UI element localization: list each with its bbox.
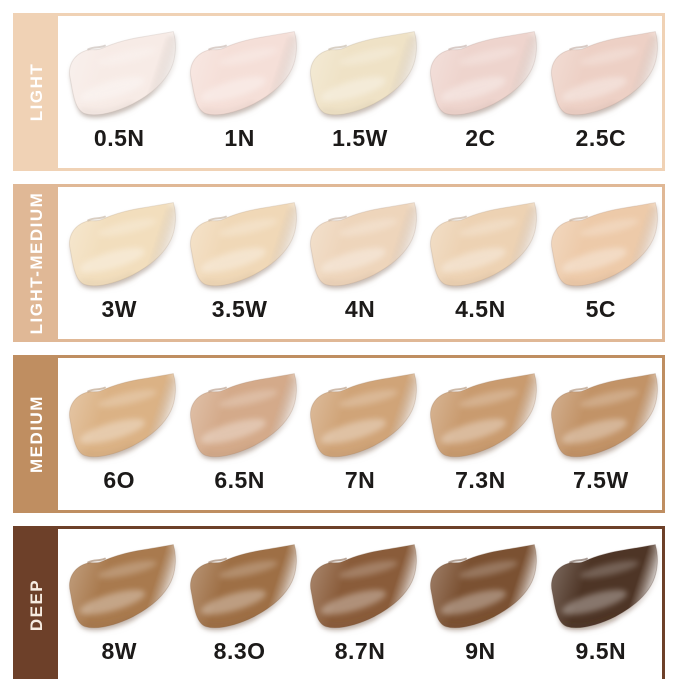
swatch-smear: [550, 202, 658, 287]
shade-cell: 3.5W: [179, 187, 299, 339]
swatch-smear: [69, 373, 177, 458]
shade-row-deep: DEEP 8W 8.3O 8.7N 9N 9.5N: [13, 526, 665, 679]
category-sidebar: DEEP: [16, 529, 58, 679]
category-sidebar: LIGHT-MEDIUM: [16, 187, 58, 339]
category-sidebar: MEDIUM: [16, 358, 58, 510]
shade-cell: 2.5C: [541, 16, 661, 168]
shade-cell: 5C: [541, 187, 661, 339]
shade-cell: 4.5N: [420, 187, 540, 339]
shade-cell: 1N: [179, 16, 299, 168]
shade-row-light: LIGHT 0.5N 1N 1.5W 2C 2.5C: [13, 13, 665, 171]
swatch-smear: [69, 31, 177, 116]
shade-label: 2.5C: [575, 125, 627, 151]
shade-label: 7N: [344, 467, 376, 493]
category-sidebar: LIGHT: [16, 16, 58, 168]
shade-cell: 7.5W: [541, 358, 661, 510]
shade-cell: 3W: [59, 187, 179, 339]
swatch-smear: [550, 544, 658, 629]
swatch-smear: [69, 202, 177, 287]
shade-label: 3.5W: [211, 296, 268, 322]
shade-cell: 8W: [59, 529, 179, 679]
shade-cell: 1.5W: [300, 16, 420, 168]
shade-cell: 8.3O: [179, 529, 299, 679]
swatch-area: 8W 8.3O 8.7N 9N 9.5N: [58, 529, 662, 679]
shade-cell: 6O: [59, 358, 179, 510]
swatch-smear: [189, 544, 297, 629]
shade-label: 5C: [585, 296, 617, 322]
swatch-smear: [310, 373, 417, 458]
swatch-area: 3W 3.5W 4N 4.5N 5C: [58, 187, 662, 339]
shade-label: 1N: [224, 125, 255, 151]
shade-label: 4.5N: [455, 296, 506, 322]
shade-cell: 7N: [300, 358, 420, 510]
shade-label: 4N: [344, 296, 376, 322]
swatch-smear: [189, 373, 297, 458]
swatch-smear: [310, 544, 417, 629]
category-label: MEDIUM: [27, 395, 46, 473]
shade-label: 6.5N: [214, 467, 265, 493]
shade-label: 8.7N: [334, 638, 386, 664]
category-label: DEEP: [27, 578, 46, 632]
shade-label: 7.5W: [572, 467, 629, 493]
shade-label: 3W: [101, 296, 137, 322]
swatch-area: 6O 6.5N 7N 7.3N 7.5W: [58, 358, 662, 510]
shade-label: 7.3N: [455, 467, 506, 493]
shade-cell: 2C: [420, 16, 540, 168]
shade-row-medium: MEDIUM 6O 6.5N 7N 7.3N 7.5W: [13, 355, 665, 513]
shade-cell: 0.5N: [59, 16, 179, 168]
shade-row-light-medium: LIGHT-MEDIUM 3W 3.5W 4N 4.5N 5C: [13, 184, 665, 342]
swatch-smear: [430, 31, 538, 116]
shade-cell: 9N: [420, 529, 540, 679]
swatch-smear: [550, 31, 658, 116]
shade-label: 9.5N: [575, 638, 627, 664]
category-label: LIGHT-MEDIUM: [27, 191, 46, 335]
shade-cell: 6.5N: [179, 358, 299, 510]
shade-cell: 9.5N: [541, 529, 661, 679]
shade-label: 0.5N: [93, 125, 145, 151]
swatch-smear: [189, 31, 297, 116]
shade-label: 9N: [465, 638, 496, 664]
shade-label: 8W: [101, 638, 137, 664]
swatch-smear: [189, 202, 297, 287]
shade-label: 8.3O: [213, 638, 266, 664]
shade-cell: 7.3N: [420, 358, 540, 510]
swatch-smear: [69, 544, 177, 629]
swatch-smear: [430, 544, 538, 629]
swatch-area: 0.5N 1N 1.5W 2C 2.5C: [58, 16, 662, 168]
category-label: LIGHT: [27, 62, 46, 122]
swatch-smear: [430, 202, 538, 287]
shade-label: 1.5W: [332, 125, 388, 151]
shade-label: 2C: [465, 125, 496, 151]
shade-label: 6O: [103, 467, 136, 493]
swatch-smear: [310, 202, 417, 287]
swatch-smear: [310, 31, 417, 116]
shade-cell: 4N: [300, 187, 420, 339]
swatch-smear: [430, 373, 538, 458]
swatch-smear: [550, 373, 658, 458]
shade-cell: 8.7N: [300, 529, 420, 679]
